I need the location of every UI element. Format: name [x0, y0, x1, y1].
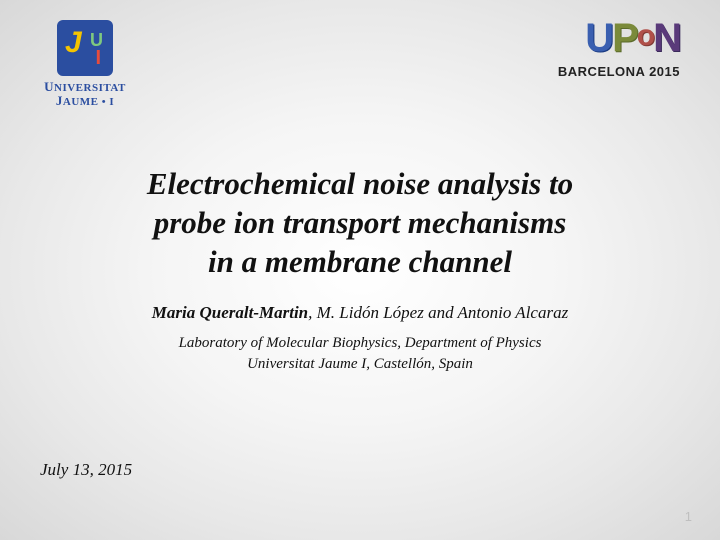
affiliation-line-2: Universitat Jaume I, Castellón, Spain [247, 356, 473, 372]
title-line-2: probe ion transport mechanisms [154, 205, 567, 240]
affiliation: Laboratory of Molecular Biophysics, Depa… [50, 333, 670, 375]
lead-author: Maria Queralt-Martin [152, 303, 308, 322]
upon-letter-p: P [612, 16, 637, 60]
co-authors: , M. Lidón López and Antonio Alcaraz [308, 303, 568, 322]
title-line-3: in a membrane channel [208, 244, 512, 279]
uni-line2-initial: J [56, 93, 63, 108]
upon-letter-o: o [637, 19, 653, 52]
badge-letter-j: J [65, 26, 82, 60]
badge-letter-i: I [95, 47, 101, 70]
upon-letter-n: N [653, 16, 680, 60]
uni-line1-rest: NIVERSITAT [54, 82, 126, 94]
affiliation-line-1: Laboratory of Molecular Biophysics, Depa… [179, 335, 542, 351]
upon-letter-u: U [585, 16, 612, 60]
title-block: Electrochemical noise analysis to probe … [0, 165, 720, 375]
university-name: UNIVERSITAT JAUME • I [40, 80, 130, 109]
conference-logo: UPoN BARCELONA 2015 [558, 18, 680, 79]
uni-line2-rest: AUME • I [63, 96, 114, 108]
presentation-date: July 13, 2015 [40, 460, 132, 480]
page-number: 1 [685, 509, 692, 524]
title-line-1: Electrochemical noise analysis to [147, 166, 573, 201]
upon-wordmark-icon: UPoN [558, 18, 680, 58]
slide: J U I UNIVERSITAT JAUME • I UPoN BARCELO… [0, 0, 720, 540]
uni-line1-initial: U [44, 79, 54, 94]
presentation-title: Electrochemical noise analysis to probe … [50, 165, 670, 281]
authors: Maria Queralt-Martin, M. Lidón López and… [50, 303, 670, 323]
conference-label: BARCELONA 2015 [558, 64, 680, 79]
university-logo: J U I UNIVERSITAT JAUME • I [40, 20, 130, 109]
uji-badge-icon: J U I [57, 20, 113, 76]
